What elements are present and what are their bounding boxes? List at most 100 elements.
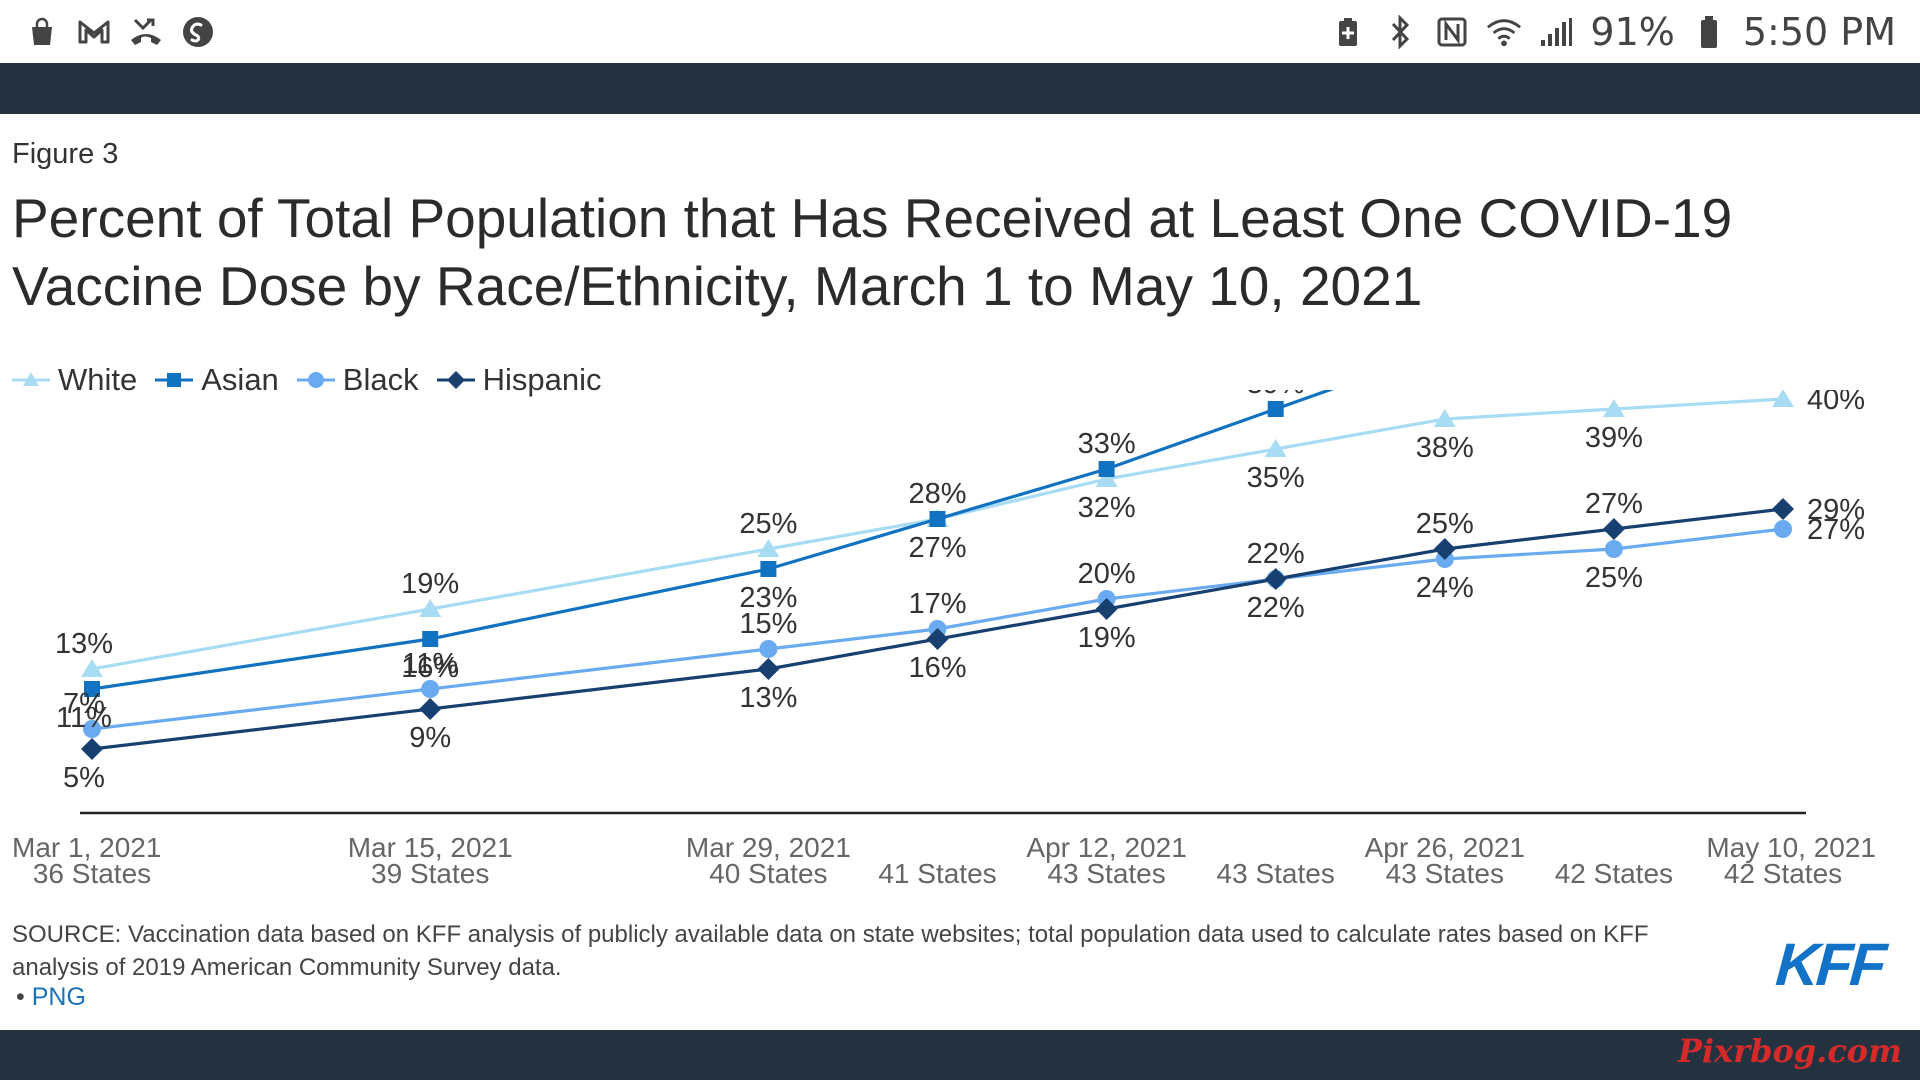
data-label-black-2021-04-05: 17% bbox=[908, 588, 966, 620]
chart-title: Percent of Total Population that Has Rec… bbox=[12, 187, 1733, 317]
data-label-asian-2021-03-01: 11% bbox=[56, 702, 112, 734]
point-asian-2021-03-15 bbox=[422, 631, 439, 647]
point-black-2021-03-01 bbox=[83, 720, 101, 738]
data-label-white-2021-05-10: 40% bbox=[1807, 390, 1865, 416]
data-label-black-2021-03-15: 11% bbox=[402, 648, 458, 680]
footer-band bbox=[0, 1030, 1920, 1080]
data-label-hispanic-2021-04-19: 22% bbox=[1247, 538, 1305, 570]
point-hispanic-2021-04-12 bbox=[1095, 598, 1118, 620]
x-tick-label-2021-05-10: May 10, 2021 bbox=[1706, 832, 1876, 863]
point-hispanic-2021-03-15 bbox=[419, 698, 442, 720]
data-label-asian-2021-04-19: 39% bbox=[1247, 390, 1305, 400]
data-label-black-2021-04-26: 24% bbox=[1416, 572, 1474, 604]
legend-item-white: White bbox=[12, 362, 137, 398]
data-label-black-2021-04-19: 22% bbox=[1247, 592, 1305, 624]
state-count-label-2021-03-01: 36 States bbox=[33, 858, 151, 889]
gmail-icon bbox=[76, 14, 112, 50]
x-tick-label-2021-03-29: Mar 29, 2021 bbox=[686, 832, 851, 863]
state-count-label-2021-04-26: 43 States bbox=[1386, 858, 1504, 889]
legend-item-black: Black bbox=[296, 362, 419, 398]
png-bullet: • bbox=[16, 983, 25, 1011]
line-chart: 13%11%7%5%19%16%11%9%25%23%15%13%28%27%1… bbox=[12, 390, 1876, 889]
chart-legend: White Asian Black Hispanic bbox=[12, 362, 602, 398]
shazam-icon bbox=[180, 14, 216, 50]
point-asian-2021-03-01 bbox=[84, 681, 100, 697]
state-count-label-2021-04-12: 43 States bbox=[1047, 858, 1165, 889]
notification-icons bbox=[24, 14, 216, 50]
wifi-icon bbox=[1486, 14, 1522, 50]
x-tick-label-2021-04-12: Apr 12, 2021 bbox=[1026, 832, 1186, 863]
state-count-label-2021-03-15: 39 States bbox=[371, 858, 489, 889]
data-label-white-2021-04-05: 27% bbox=[908, 532, 966, 564]
legend-label-black: Black bbox=[342, 362, 419, 397]
data-label-white-2021-03-15: 19% bbox=[401, 568, 459, 600]
data-label-black-2021-04-12: 20% bbox=[1078, 558, 1136, 590]
point-asian-2021-03-29 bbox=[760, 561, 777, 577]
data-label-black-2021-05-03: 25% bbox=[1585, 562, 1643, 594]
data-label-white-2021-03-29: 25% bbox=[739, 508, 797, 540]
data-label-hispanic-2021-05-10: 29% bbox=[1807, 494, 1865, 526]
data-label-white-2021-04-19: 35% bbox=[1247, 462, 1305, 494]
state-count-label-2021-04-05: 41 States bbox=[878, 858, 996, 889]
point-hispanic-2021-03-01 bbox=[81, 738, 103, 760]
state-count-label-2021-04-19: 43 States bbox=[1217, 858, 1335, 889]
point-asian-2021-04-19 bbox=[1267, 401, 1284, 417]
png-download: • PNG bbox=[16, 983, 86, 1012]
watermark: Pixrbog.com bbox=[1677, 1032, 1902, 1070]
source-note: SOURCE: Vaccination data based on KFF an… bbox=[12, 921, 1649, 981]
data-label-hispanic-2021-03-15: 9% bbox=[409, 722, 451, 754]
point-white-2021-03-29 bbox=[757, 539, 780, 557]
point-black-2021-03-29 bbox=[759, 640, 778, 658]
data-label-white-2021-03-01: 13% bbox=[55, 628, 113, 660]
bluetooth-icon bbox=[1382, 14, 1418, 50]
data-label-hispanic-2021-05-03: 27% bbox=[1585, 488, 1643, 520]
x-tick-label-2021-03-01: Mar 1, 2021 bbox=[12, 832, 161, 863]
point-white-2021-03-15 bbox=[419, 599, 442, 617]
figure-label: Figure 3 bbox=[12, 138, 119, 170]
data-label-hispanic-2021-04-26: 25% bbox=[1416, 508, 1474, 540]
data-label-hispanic-2021-03-29: 13% bbox=[739, 682, 797, 714]
legend-label-asian: Asian bbox=[201, 362, 279, 397]
data-label-asian-2021-04-12: 33% bbox=[1078, 428, 1136, 460]
point-white-2021-04-19 bbox=[1264, 439, 1287, 457]
legend-label-hispanic: Hispanic bbox=[482, 362, 602, 397]
point-white-2021-05-10 bbox=[1772, 390, 1794, 407]
point-hispanic-2021-03-29 bbox=[757, 658, 780, 680]
point-asian-2021-04-05 bbox=[929, 511, 946, 527]
missed-call-icon bbox=[128, 14, 164, 50]
data-label-white-2021-04-12: 32% bbox=[1078, 492, 1136, 524]
shopping-bag-icon bbox=[24, 14, 60, 50]
data-label-asian-2021-03-29: 23% bbox=[739, 582, 797, 614]
point-white-2021-04-12 bbox=[1095, 469, 1118, 487]
status-bar: 91% 5:50 PM bbox=[0, 0, 1920, 63]
point-hispanic-2021-04-05 bbox=[926, 628, 949, 650]
data-label-asian-2021-04-05: 28% bbox=[908, 478, 966, 510]
battery-saver-icon bbox=[1330, 14, 1366, 50]
point-asian-2021-04-12 bbox=[1098, 461, 1115, 477]
x-tick-label-2021-04-26: Apr 26, 2021 bbox=[1365, 832, 1525, 863]
png-link[interactable]: PNG bbox=[31, 983, 86, 1011]
data-label-hispanic-2021-04-12: 19% bbox=[1078, 622, 1136, 654]
state-count-label-2021-05-03: 42 States bbox=[1555, 858, 1673, 889]
point-white-2021-04-26 bbox=[1433, 409, 1456, 427]
state-count-label-2021-03-29: 40 States bbox=[709, 858, 827, 889]
point-white-2021-03-01 bbox=[81, 659, 103, 677]
point-hispanic-2021-05-10 bbox=[1772, 498, 1794, 520]
legend-item-hispanic: Hispanic bbox=[436, 362, 602, 398]
kff-logo: KFF bbox=[1773, 931, 1886, 998]
data-label-black-2021-03-01: 7% bbox=[63, 688, 105, 720]
data-label-white-2021-04-26: 38% bbox=[1416, 432, 1474, 464]
data-label-hispanic-2021-03-01: 5% bbox=[63, 762, 105, 794]
legend-label-white: White bbox=[58, 362, 138, 397]
point-white-2021-05-03 bbox=[1602, 399, 1625, 417]
system-status: 91% 5:50 PM bbox=[1330, 10, 1896, 54]
header-band bbox=[0, 63, 1920, 114]
data-label-black-2021-05-10: 27% bbox=[1807, 514, 1865, 546]
clock: 5:50 PM bbox=[1742, 9, 1896, 54]
battery-icon bbox=[1691, 14, 1727, 50]
signal-icon bbox=[1538, 14, 1574, 50]
battery-percent: 91% bbox=[1590, 9, 1675, 54]
x-tick-label-2021-03-15: Mar 15, 2021 bbox=[348, 832, 513, 863]
data-label-white-2021-05-03: 39% bbox=[1585, 422, 1643, 454]
point-black-2021-05-10 bbox=[1774, 520, 1792, 538]
